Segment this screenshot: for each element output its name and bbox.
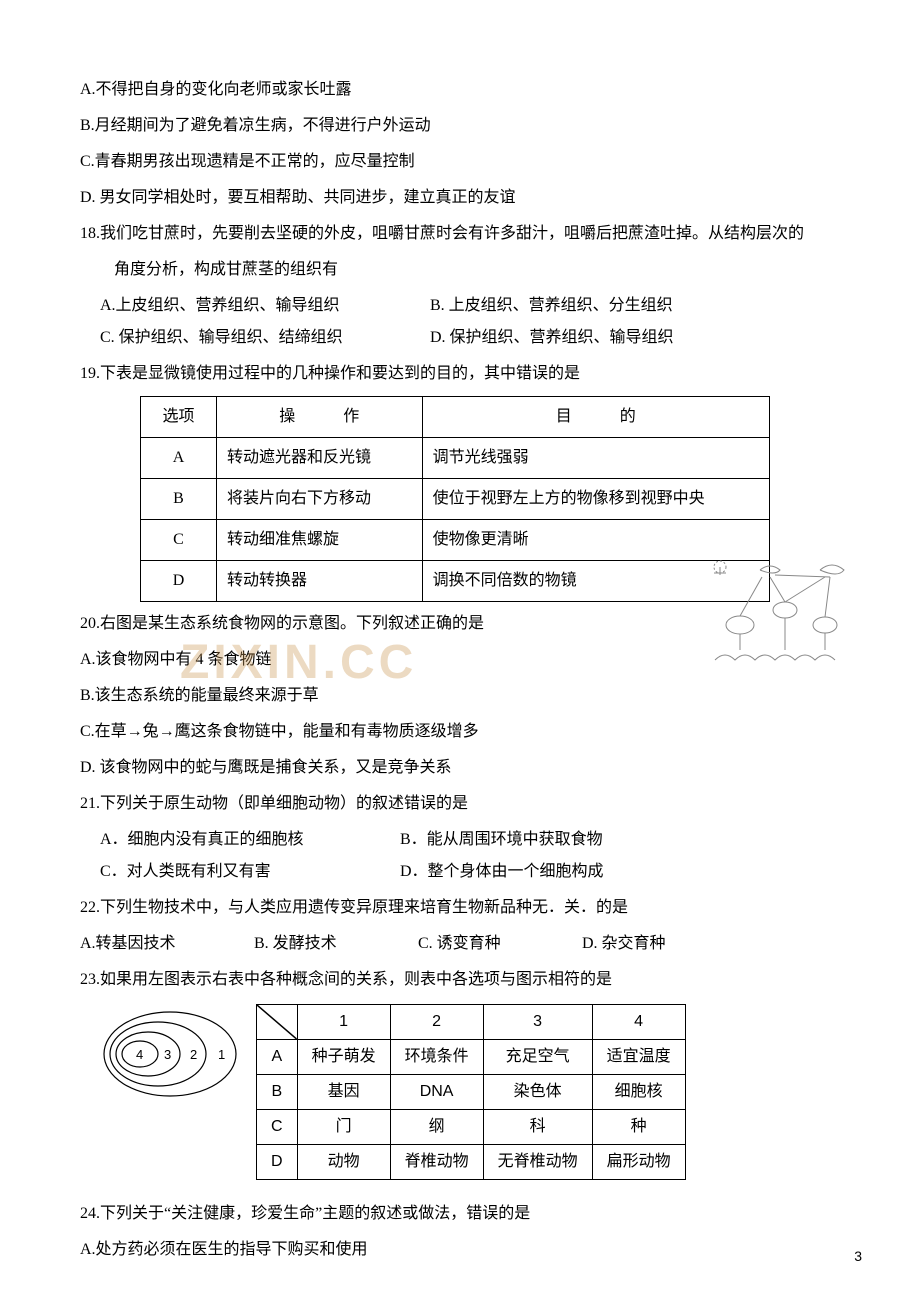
table-row: D 动物 脊椎动物 无脊椎动物 扁形动物 [257,1145,686,1180]
q18-stem-line1: 18.我们吃甘蔗时，先要削去坚硬的外皮，咀嚼甘蔗时会有许多甜汁，咀嚼后把蔗渣吐掉… [80,218,840,250]
q23-th: 2 [390,1005,483,1040]
q23-cell: C [257,1110,298,1145]
q19-cell: 调节光线强弱 [422,438,769,479]
q23-cell: 无脊椎动物 [483,1145,592,1180]
nested-ellipse-diagram: 4 3 2 1 [100,1006,240,1114]
q18-option-a: A.上皮组织、营养组织、输导组织 [100,290,430,322]
table-row: C 转动细准焦螺旋 使物像更清晰 [141,520,770,561]
q19-table: 选项 操 作 目 的 A 转动遮光器和反光镜 调节光线强弱 B 将装片向右下方移… [140,396,770,602]
q17-option-c: C.青春期男孩出现遗精是不正常的，应尽量控制 [80,146,840,178]
q17-option-a: A.不得把自身的变化向老师或家长吐露 [80,74,840,106]
diagram-label-3: 3 [164,1047,171,1062]
page-number: 3 [854,1242,862,1270]
q23-cell: 细胞核 [592,1075,685,1110]
q23-cell: 动物 [297,1145,390,1180]
q17-option-b: B.月经期间为了避免着凉生病，不得进行户外运动 [80,110,840,142]
q23-cell: A [257,1040,298,1075]
q19-th-purpose: 目 的 [422,397,769,438]
q23-cell: B [257,1075,298,1110]
q22-option-a: A.转基因技术 [80,928,250,960]
q21-option-a: A．细胞内没有真正的细胞核 [100,824,400,856]
q21-options-row2: C．对人类既有利又有害 D．整个身体由一个细胞构成 [100,856,840,888]
exam-page: A.不得把自身的变化向老师或家长吐露 B.月经期间为了避免着凉生病，不得进行户外… [0,0,920,1310]
q18-options-row2: C. 保护组织、输导组织、结缔组织 D. 保护组织、营养组织、输导组织 [100,322,840,354]
foodweb-diagram [700,555,860,675]
q23-th: 4 [592,1005,685,1040]
q21-option-b: B．能从周围环境中获取食物 [400,824,840,856]
q18-option-d: D. 保护组织、营养组织、输导组织 [430,322,840,354]
q22-stem: 22.下列生物技术中，与人类应用遗传变异原理来培育生物新品种无．关．的是 [80,892,840,924]
q19-cell: 转动细准焦螺旋 [217,520,423,561]
diagram-label-4: 4 [136,1047,143,1062]
q23-cell: 基因 [297,1075,390,1110]
q21-stem: 21.下列关于原生动物（即单细胞动物）的叙述错误的是 [80,788,840,820]
table-row: A 转动遮光器和反光镜 调节光线强弱 [141,438,770,479]
q19-stem: 19.下表是显微镜使用过程中的几种操作和要达到的目的，其中错误的是 [80,358,840,390]
q23-cell: 染色体 [483,1075,592,1110]
diagram-label-2: 2 [190,1047,197,1062]
q23-body: 4 3 2 1 1 2 3 4 A 种子萌发 环境条件 充足空气 适宜温度 [80,1000,840,1180]
table-row: B 将装片向右下方移动 使位于视野左上方的物像移到视野中央 [141,479,770,520]
q23-cell: 门 [297,1110,390,1145]
q21-option-d: D．整个身体由一个细胞构成 [400,856,840,888]
q23-cell: DNA [390,1075,483,1110]
q23-cell: 充足空气 [483,1040,592,1075]
q23-cell: 环境条件 [390,1040,483,1075]
q18-stem-line2: 角度分析，构成甘蔗茎的组织有 [114,254,840,286]
q22-option-d: D. 杂交育种 [582,928,666,960]
q19-cell: 将装片向右下方移动 [217,479,423,520]
table-row: C 门 纲 科 种 [257,1110,686,1145]
table-row: A 种子萌发 环境条件 充足空气 适宜温度 [257,1040,686,1075]
q22-option-c: C. 诱变育种 [418,928,578,960]
q23-th: 3 [483,1005,592,1040]
q24-stem: 24.下列关于“关注健康，珍爱生命”主题的叙述或做法，错误的是 [80,1198,840,1230]
q23-cell: 适宜温度 [592,1040,685,1075]
q17-option-d: D. 男女同学相处时，要互相帮助、共同进步，建立真正的友谊 [80,182,840,214]
q19-cell: C [141,520,217,561]
q23-cell: 种子萌发 [297,1040,390,1075]
table-row: B 基因 DNA 染色体 细胞核 [257,1075,686,1110]
q19-th-option: 选项 [141,397,217,438]
q23-cell: 扁形动物 [592,1145,685,1180]
q19-cell: 转动遮光器和反光镜 [217,438,423,479]
q23-corner-cell [257,1005,298,1040]
q23-cell: 种 [592,1110,685,1145]
q23-cell: 纲 [390,1110,483,1145]
q20-option-d: D. 该食物网中的蛇与鹰既是捕食关系，又是竞争关系 [80,752,840,784]
q21-options-row1: A．细胞内没有真正的细胞核 B．能从周围环境中获取食物 [100,824,840,856]
q19-cell: D [141,561,217,602]
q18-options-row1: A.上皮组织、营养组织、输导组织 B. 上皮组织、营养组织、分生组织 [100,290,840,322]
q19-cell: 使位于视野左上方的物像移到视野中央 [422,479,769,520]
q19-th-operation: 操 作 [217,397,423,438]
q21-option-c: C．对人类既有利又有害 [100,856,400,888]
q19-cell: 转动转换器 [217,561,423,602]
q22-options: A.转基因技术 B. 发酵技术 C. 诱变育种 D. 杂交育种 [80,928,840,960]
table-row: D 转动转换器 调换不同倍数的物镜 [141,561,770,602]
q18-option-b: B. 上皮组织、营养组织、分生组织 [430,290,840,322]
q23-cell: 脊椎动物 [390,1145,483,1180]
q18-option-c: C. 保护组织、输导组织、结缔组织 [100,322,430,354]
q23-table: 1 2 3 4 A 种子萌发 环境条件 充足空气 适宜温度 B 基因 DNA 染… [256,1004,686,1180]
q19-cell: A [141,438,217,479]
q20-option-c: C.在草→兔→鹰这条食物链中，能量和有毒物质逐级增多 [80,716,840,748]
q24-option-a: A.处方药必须在医生的指导下购买和使用 [80,1234,840,1266]
q22-option-b: B. 发酵技术 [254,928,414,960]
q23-stem: 23.如果用左图表示右表中各种概念间的关系，则表中各选项与图示相符的是 [80,964,840,996]
q23-cell: D [257,1145,298,1180]
q20-option-b: B.该生态系统的能量最终来源于草 [80,680,840,712]
q23-th: 1 [297,1005,390,1040]
q19-cell: B [141,479,217,520]
diagram-label-1: 1 [218,1047,225,1062]
q23-cell: 科 [483,1110,592,1145]
